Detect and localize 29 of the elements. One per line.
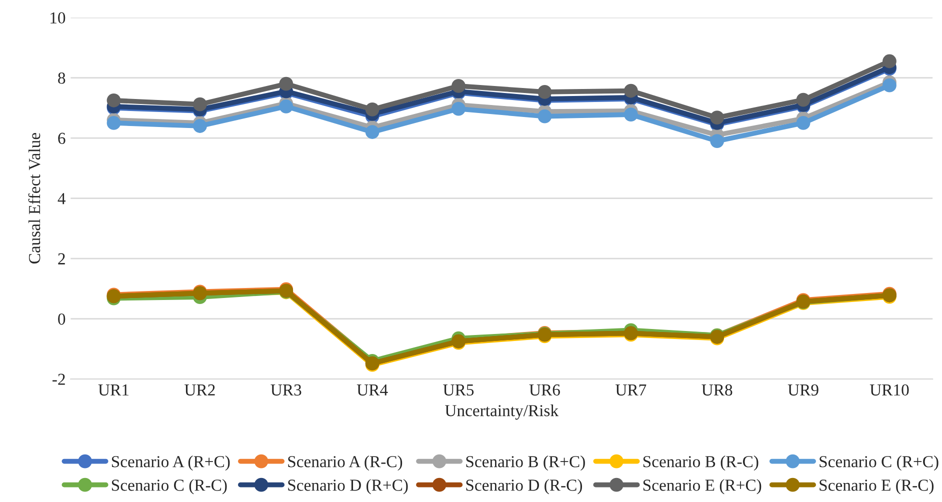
x-tick-label: UR3 (270, 384, 302, 396)
legend-label: Scenario D (R-C) (466, 479, 582, 494)
y-axis-title: Causal Effect Value (28, 132, 40, 264)
x-tick-label: UR7 (616, 384, 646, 396)
legend-label: Scenario E (R+C) (643, 479, 762, 494)
x-tick-label: UR5 (443, 384, 474, 396)
legend-label: Scenario B (R-C) (643, 456, 758, 471)
x-tick-label: UR6 (529, 384, 560, 396)
y-tick-label: 6 (58, 132, 66, 144)
legend-label: Scenario D (R+C) (288, 479, 408, 494)
y-tick-label: 4 (58, 193, 66, 204)
y-tick-label: 10 (50, 12, 66, 24)
x-tick-label: UR2 (184, 384, 215, 396)
x-tick-label: UR8 (702, 384, 732, 396)
legend-label: Scenario B (R+C) (466, 456, 585, 471)
y-tick-label: 8 (58, 72, 66, 84)
y-tick-label: -2 (52, 374, 65, 385)
y-tick-label: 0 (58, 313, 66, 325)
legend-label: Scenario A (R+C) (112, 456, 230, 471)
x-tick-label: UR4 (356, 384, 388, 396)
legend-label: Scenario A (R-C) (288, 456, 402, 471)
x-axis-title: Uncertainty/Risk (445, 404, 559, 420)
legend-label: Scenario E (R-C) (820, 479, 934, 494)
x-tick-label: UR9 (788, 384, 818, 396)
x-tick-label: UR1 (98, 384, 128, 396)
legend-label: Scenario C (R-C) (112, 479, 227, 494)
legend-label: Scenario C (R+C) (820, 456, 938, 471)
x-tick-label: UR10 (870, 384, 909, 396)
y-tick-label: 2 (58, 253, 65, 264)
